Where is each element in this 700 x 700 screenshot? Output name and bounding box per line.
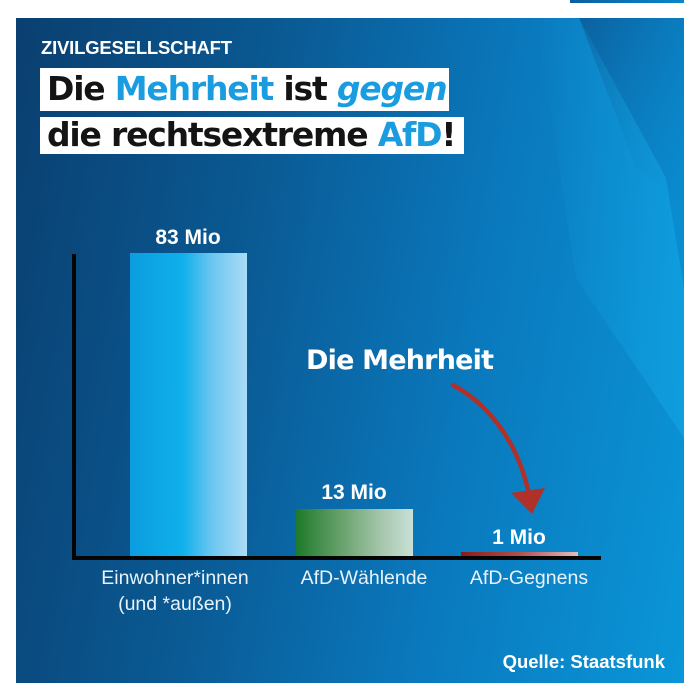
curved-down-arrow-icon bbox=[450, 382, 545, 514]
value-label-einwohner: 83 Mio bbox=[155, 226, 221, 249]
bar-einwohner bbox=[130, 253, 247, 556]
value-label-afd-waehlende: 13 Mio bbox=[321, 481, 387, 504]
bar-afd-waehlende bbox=[296, 509, 413, 556]
headline-accent-mehrheit: Mehrheit bbox=[114, 69, 275, 108]
kicker-label: ZIVILGESELLSCHAFT bbox=[41, 37, 232, 58]
category-label-line: Einwohner*innen bbox=[101, 567, 249, 589]
bar-afd-gegnens bbox=[461, 552, 578, 556]
value-label-afd-gegnens: 1 Mio bbox=[492, 526, 546, 549]
headline-accent-afd: AfD bbox=[377, 115, 443, 154]
x-axis-line bbox=[72, 556, 601, 560]
category-label-afd-waehlende: AfD-Wählende bbox=[300, 567, 428, 589]
headline-text: die rechtsextreme bbox=[47, 115, 378, 154]
y-axis-line bbox=[72, 254, 76, 559]
headline-text: Die bbox=[47, 69, 115, 108]
category-label-einwohner: Einwohner*innen (und *außen) bbox=[88, 565, 262, 617]
annotation-die-mehrheit: Die Mehrheit bbox=[306, 345, 494, 376]
source-credit: Quelle: Staatsfunk bbox=[502, 651, 665, 672]
graphic-panel: ZIVILGESELLSCHAFT Die Mehrheit ist gegen… bbox=[16, 18, 684, 683]
headline-text: ist bbox=[273, 69, 337, 108]
top-edge-tab bbox=[570, 0, 684, 3]
category-label-line: (und *außen) bbox=[118, 593, 232, 615]
headline-text: ! bbox=[441, 115, 456, 154]
headline-line-2: die rechtsextreme AfD! bbox=[40, 117, 464, 154]
headline-line-1: Die Mehrheit ist gegen bbox=[40, 68, 449, 111]
headline-accent-gegen: gegen bbox=[336, 69, 448, 108]
category-label-afd-gegnens: AfD-Gegnens bbox=[469, 567, 589, 589]
